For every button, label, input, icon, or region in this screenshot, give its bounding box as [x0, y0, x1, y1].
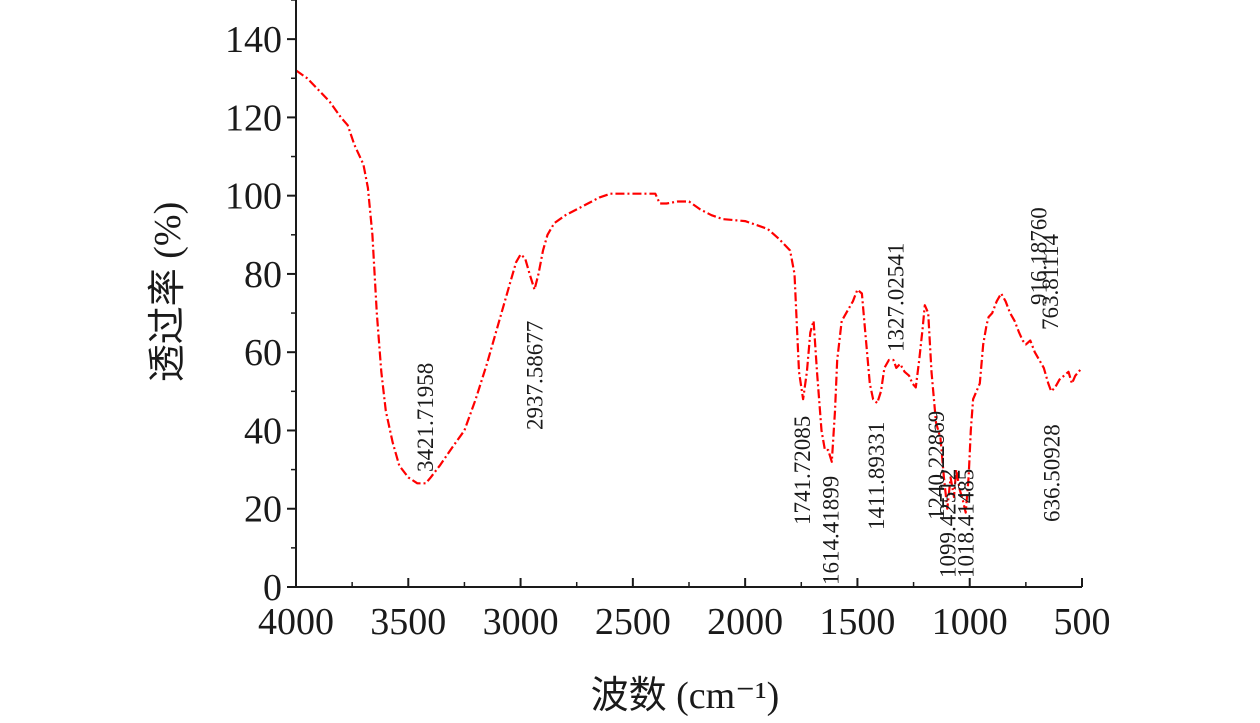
- y-tick-label: 20: [244, 489, 282, 531]
- peak-label: 1411.89331: [864, 422, 889, 530]
- peak-label: 1240.22869: [924, 411, 949, 520]
- peak-label: 1741.72085: [790, 416, 815, 525]
- y-tick-label: 0: [263, 567, 282, 609]
- spectrum-line: [295, 69, 1083, 514]
- x-tick-label: 3500: [370, 601, 446, 643]
- peak-label: 1099.42512: [935, 469, 960, 578]
- x-tick-label: 3000: [483, 601, 559, 643]
- peak-label: 1614.41899: [819, 476, 844, 585]
- y-tick-label: 60: [244, 332, 282, 374]
- y-tick-label: 80: [244, 254, 282, 296]
- x-tick-label: 500: [1054, 601, 1111, 643]
- x-tick-label: 2500: [595, 601, 671, 643]
- y-tick-label: 120: [225, 97, 282, 139]
- y-tick-label: 100: [225, 176, 282, 218]
- peak-label: 916.18760: [1027, 207, 1052, 305]
- peak-label: 763.81114: [1038, 233, 1063, 330]
- y-tick-label: 40: [244, 410, 282, 452]
- x-tick-label: 1000: [932, 601, 1008, 643]
- plot-area: [295, 69, 1083, 514]
- y-tick-label: 140: [225, 19, 282, 61]
- peak-labels: 3421.71958 2937.58677 1741.720851614.41899…: [413, 207, 1064, 585]
- x-tick-label: 4000: [258, 601, 334, 643]
- x-axis-title: 波数 (cm⁻¹): [591, 675, 780, 717]
- peak-label: 2937.58677: [523, 321, 548, 430]
- y-axis-title: 透过率 (%): [147, 202, 189, 382]
- peak-label: 3421.71958: [413, 363, 438, 472]
- peak-label: 1327.02541: [883, 243, 908, 352]
- ticks: 4000 3500 3000 2500 2000 1500 1000 500 0 20 40 60 80…: [225, 0, 1111, 643]
- x-tick-label: 1500: [819, 601, 895, 643]
- x-tick-label: 2000: [707, 601, 783, 643]
- peak-label: 1018.41485: [954, 469, 979, 578]
- peak-label: 636.50928: [1039, 424, 1064, 522]
